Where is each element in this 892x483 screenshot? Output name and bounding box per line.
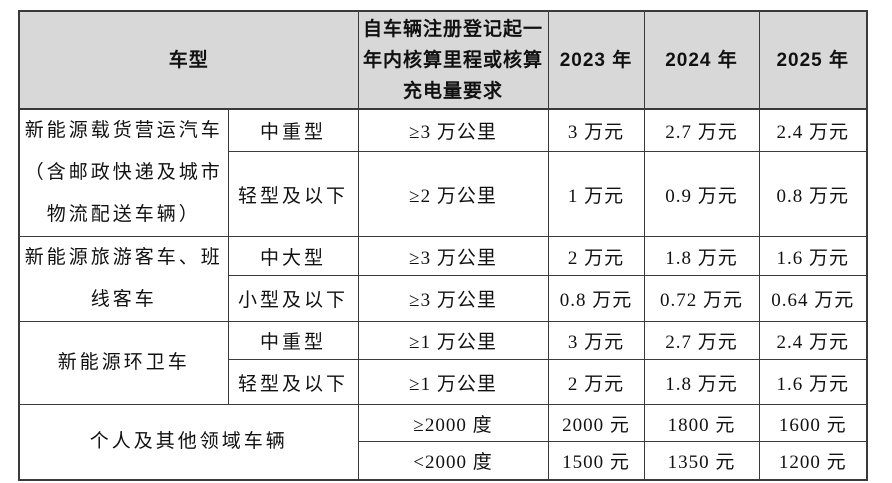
requirement-cell: ≥2000 度 (357, 404, 549, 442)
value-2025-cell: 0.64 万元 (758, 275, 868, 322)
requirement-cell: <2000 度 (357, 441, 549, 480)
header-year-2024: 2024 年 (643, 10, 760, 110)
table-row: 个人及其他领域车辆 ≥2000 度 2000 元 1800 元 1600 元 (18, 404, 868, 480)
value-2025-cell: 1.6 万元 (758, 235, 868, 277)
table-row: 轻型及以下 ≥2 万公里 1 万元 0.9 万元 0.8 万元 (19, 151, 868, 237)
table-row: 新能源旅游客车、班线客车 中大型 ≥3 万公里 2 万元 1.8 万元 1.6 … (18, 235, 868, 322)
subtype-cell: 小型及以下 (227, 275, 359, 322)
value-2023-cell: 3 万元 (547, 108, 645, 152)
requirement-cell: ≥3 万公里 (357, 108, 549, 152)
subsidy-table: 车型 自车辆注册登记起一年内核算里程或核算充电量要求 2023 年 2024 年… (18, 10, 869, 481)
requirement-cell: ≥1 万公里 (357, 321, 549, 360)
category-sanitation-cell: 新能源环卫车 (18, 321, 229, 405)
requirement-cell: ≥1 万公里 (357, 359, 549, 405)
value-2024-cell: 0.72 万元 (643, 275, 760, 322)
value-2025-cell: 1600 元 (758, 404, 868, 442)
value-2025-cell: 1200 元 (758, 441, 868, 480)
value-2023-cell: 1500 元 (547, 441, 645, 480)
value-2023-cell: 2 万元 (547, 359, 645, 405)
value-2024-cell: 0.9 万元 (643, 151, 760, 237)
table-row: 轻型及以下 ≥1 万公里 2 万元 1.8 万元 1.6 万元 (19, 359, 868, 405)
subtype-cell: 中重型 (227, 108, 359, 152)
header-row: 车型 自车辆注册登记起一年内核算里程或核算充电量要求 2023 年 2024 年… (18, 10, 868, 110)
category-freight-cell: 新能源载货营运汽车（含邮政快递及城市物流配送车辆） (18, 108, 229, 237)
table-row: 新能源载货营运汽车（含邮政快递及城市物流配送车辆） 中重型 ≥3 万公里 3 万… (18, 108, 868, 237)
value-2023-cell: 1 万元 (547, 151, 645, 237)
requirement-cell: ≥3 万公里 (357, 275, 549, 322)
subtype-cell: 轻型及以下 (227, 151, 359, 237)
category-personal-cell: 个人及其他领域车辆 (18, 404, 359, 480)
value-2024-cell: 2.7 万元 (643, 321, 760, 360)
value-2025-cell: 1.6 万元 (758, 359, 868, 405)
value-2024-cell: 1.8 万元 (643, 235, 760, 277)
requirement-cell: ≥3 万公里 (357, 235, 549, 277)
value-2024-cell: 1800 元 (643, 404, 760, 442)
value-2024-cell: 1.8 万元 (643, 359, 760, 405)
header-requirement: 自车辆注册登记起一年内核算里程或核算充电量要求 (357, 10, 549, 110)
value-2025-cell: 0.8 万元 (758, 151, 868, 237)
value-2025-cell: 2.4 万元 (758, 321, 868, 360)
subtype-cell: 轻型及以下 (227, 359, 359, 405)
subtype-cell: 中大型 (227, 235, 359, 277)
header-year-2025: 2025 年 (758, 10, 868, 110)
subtype-cell: 中重型 (227, 321, 359, 360)
value-2023-cell: 0.8 万元 (547, 275, 645, 322)
value-2025-cell: 2.4 万元 (758, 108, 868, 152)
value-2023-cell: 2 万元 (547, 235, 645, 277)
header-year-2023: 2023 年 (547, 10, 645, 110)
value-2024-cell: 2.7 万元 (643, 108, 760, 152)
table-row: 小型及以下 ≥3 万公里 0.8 万元 0.72 万元 0.64 万元 (19, 275, 868, 322)
table-row: <2000 度 1500 元 1350 元 1200 元 (19, 441, 868, 480)
requirement-cell: ≥2 万公里 (357, 151, 549, 237)
table-row: 新能源环卫车 中重型 ≥1 万公里 3 万元 2.7 万元 2.4 万元 (18, 321, 868, 405)
category-bus-cell: 新能源旅游客车、班线客车 (18, 236, 229, 322)
value-2023-cell: 3 万元 (547, 321, 645, 360)
header-vehicle-type: 车型 (18, 10, 359, 110)
value-2023-cell: 2000 元 (547, 404, 645, 442)
value-2024-cell: 1350 元 (643, 441, 760, 480)
